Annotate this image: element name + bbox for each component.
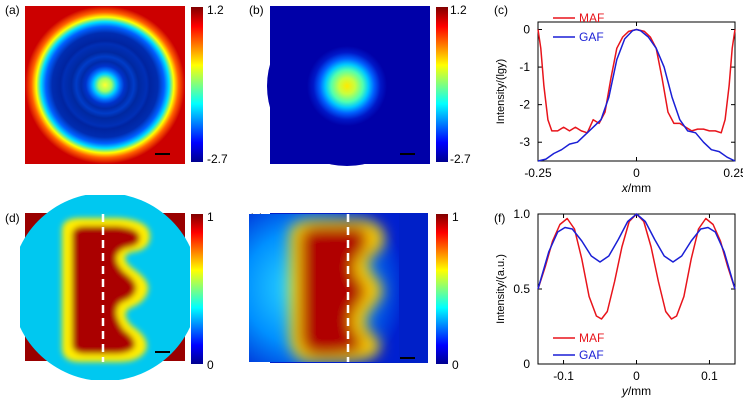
chart-c-ytick-label: 0	[523, 23, 530, 37]
chart-c-series-gaf	[537, 28, 736, 162]
panel-b: (b) 1.2 -2.7	[249, 3, 471, 166]
panel-f-label: (f)	[494, 211, 505, 225]
chart-c-ytick-label: -3	[519, 135, 530, 149]
panel-e-cbar-max: 1	[452, 210, 459, 224]
chart-f-ytick-label: 0	[523, 357, 530, 371]
chart-c-ytick-label: -2	[519, 98, 530, 112]
panel-e-colorbar	[436, 214, 448, 364]
panel-a-label: (a)	[5, 3, 20, 17]
chart-c-ytick-label: -1	[519, 60, 530, 74]
chart-f-ylabel: Intensity/(a.u.)	[495, 254, 507, 324]
panel-e-cbar-min: 0	[452, 358, 459, 372]
panel-a-colorbar	[191, 7, 203, 162]
panel-b-cbar-max: 1.2	[450, 3, 467, 17]
chart-f-ytick-label: 1.0	[513, 207, 530, 221]
panel-d-colorbar	[191, 214, 203, 364]
chart-c: -0.25 0 0.25 0 -1 -2 -3 x/mm Intensity/(lgy) MAF G…	[495, 11, 743, 195]
chart-f: -0.1 0 0.11.00.50y/mmIntensity/(a.u.)MAFGA…	[495, 207, 736, 398]
chart-f-xtick-label: 0	[633, 369, 640, 383]
panel-b-spot	[267, 6, 427, 166]
panel-f: (f) -0.1 0 0.11.00.50y/mmIntensity/(a.u.)M…	[494, 207, 736, 398]
panel-c: (c) -0.25 0 0.25 0 -1 -2 -3 x/mm Intensity/(lgy)…	[494, 3, 743, 195]
chart-f-series-maf	[537, 213, 736, 320]
panel-d-cbar-min: 0	[207, 358, 214, 372]
chart-c-xtick-label: 0.25	[723, 166, 743, 180]
panel-a: (a) 1.2 -2.7	[5, 3, 228, 166]
chart-f-ytick-label: 0.5	[513, 282, 530, 296]
panel-b-colorbar	[436, 7, 448, 162]
chart-c-ylabel: Intensity/(lgy)	[495, 59, 507, 124]
panel-a-cbar-min: -2.7	[207, 152, 228, 166]
panel-b-label: (b)	[249, 3, 264, 17]
panel-d-cbar-max: 1	[207, 210, 214, 224]
chart-f-xlabel: y/mm	[621, 384, 651, 398]
chart-f-series-gaf	[537, 213, 736, 290]
panel-b-cbar-min: -2.7	[450, 152, 471, 166]
chart-c-frame	[537, 21, 736, 162]
chart-f-xtick-label: 0.1	[701, 369, 718, 383]
panel-e: (e) 1 0	[249, 210, 459, 372]
panel-d: (d) 1 0	[5, 195, 214, 380]
panel-d-label: (d)	[5, 211, 20, 225]
panel-a-cbar-max: 1.2	[207, 3, 224, 17]
chart-f-xtick-label: -0.1	[553, 369, 574, 383]
chart-f-legend-label-maf: MAF	[579, 331, 604, 345]
panel-a-map	[25, 6, 185, 164]
chart-c-xtick-label: -0.25	[524, 166, 552, 180]
chart-c-xlabel: x/mm	[621, 181, 651, 195]
chart-f-frame	[537, 213, 736, 365]
chart-f-legend-label-gaf: GAF	[579, 348, 604, 362]
chart-c-legend-label-gaf: GAF	[579, 30, 604, 44]
chart-c-legend-label-maf: MAF	[579, 11, 604, 25]
chart-c-xtick-label: 0	[633, 166, 640, 180]
chart-c-series-maf	[537, 28, 736, 134]
panel-c-label: (c)	[494, 3, 508, 17]
